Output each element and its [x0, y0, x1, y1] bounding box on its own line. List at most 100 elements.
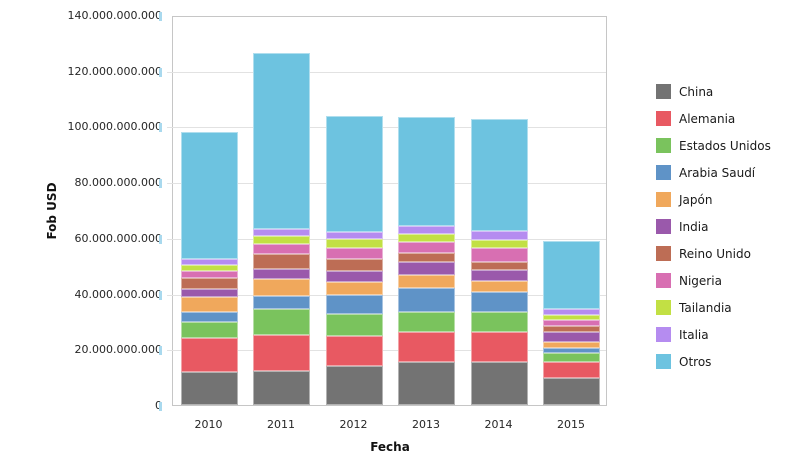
- bar-segment-Japón-2013[interactable]: [398, 274, 456, 289]
- plot-area: [167, 16, 607, 406]
- legend-item-Alemania[interactable]: Alemania: [656, 111, 771, 126]
- bar-segment-Italia-2011[interactable]: [253, 228, 311, 236]
- gridline: [167, 238, 606, 240]
- y-tick-mark: [159, 402, 162, 411]
- x-axis-title: Fecha: [370, 440, 410, 454]
- legend-item-Tailandia[interactable]: Tailandia: [656, 300, 771, 315]
- bar-segment-Arabia Saudí-2011[interactable]: [253, 295, 311, 309]
- bar-segment-Otros-2014[interactable]: [470, 118, 528, 231]
- legend-item-Japón[interactable]: Japón: [656, 192, 771, 207]
- bar-segment-Otros-2013[interactable]: [398, 116, 456, 227]
- y-tick-label: 140.000.000.000: [67, 9, 162, 22]
- bar-segment-Arabia Saudí-2010[interactable]: [180, 311, 238, 323]
- legend-swatch-Estados Unidos: [656, 138, 671, 153]
- bar-segment-India-2012[interactable]: [325, 270, 383, 282]
- gridline: [167, 127, 606, 129]
- legend-item-Nigeria[interactable]: Nigeria: [656, 273, 771, 288]
- bar-segment-Reino Unido-2015[interactable]: [543, 326, 601, 332]
- bar-segment-Tailandia-2010[interactable]: [180, 264, 238, 272]
- bar-segment-Tailandia-2013[interactable]: [398, 233, 456, 242]
- bar-segment-Japón-2011[interactable]: [253, 278, 311, 296]
- y-tick-mark: [159, 346, 162, 356]
- legend-item-Estados Unidos[interactable]: Estados Unidos: [656, 138, 771, 153]
- gridline: [167, 294, 606, 296]
- bar-segment-Nigeria-2013[interactable]: [398, 241, 456, 253]
- bar-segment-Arabia Saudí-2012[interactable]: [325, 294, 383, 314]
- legend-label: Alemania: [679, 111, 736, 126]
- bar-segment-Japón-2015[interactable]: [543, 341, 601, 349]
- bar-segment-India-2010[interactable]: [180, 289, 238, 298]
- bar-segment-Reino Unido-2013[interactable]: [398, 252, 456, 262]
- bar-segment-Otros-2011[interactable]: [253, 52, 311, 229]
- bar-segment-China-2015[interactable]: [543, 378, 601, 405]
- bar-segment-Estados Unidos-2011[interactable]: [253, 308, 311, 335]
- bar-segment-China-2010[interactable]: [180, 371, 238, 405]
- bar-segment-Italia-2012[interactable]: [325, 231, 383, 239]
- bar-segment-China-2012[interactable]: [325, 365, 383, 405]
- bar-segment-Reino Unido-2014[interactable]: [470, 262, 528, 270]
- bar-segment-Alemania-2013[interactable]: [398, 332, 456, 362]
- legend-swatch-Arabia Saudí: [656, 165, 671, 180]
- legend-item-Reino Unido[interactable]: Reino Unido: [656, 246, 771, 261]
- bar-segment-Estados Unidos-2015[interactable]: [543, 352, 601, 363]
- bar-segment-Arabia Saudí-2013[interactable]: [398, 288, 456, 312]
- legend-swatch-Italia: [656, 327, 671, 342]
- bar-segment-Tailandia-2014[interactable]: [470, 239, 528, 249]
- bar-segment-Italia-2013[interactable]: [398, 226, 456, 234]
- bar-segment-Nigeria-2015[interactable]: [543, 319, 601, 327]
- bar-segment-Japón-2010[interactable]: [180, 297, 238, 312]
- bar-segment-Nigeria-2014[interactable]: [470, 248, 528, 263]
- bar-segment-Nigeria-2011[interactable]: [253, 243, 311, 254]
- bar-segment-China-2014[interactable]: [470, 362, 528, 405]
- bar-segment-Japón-2014[interactable]: [470, 280, 528, 292]
- bar-segment-India-2013[interactable]: [398, 261, 456, 275]
- x-tick-label-2010: 2010: [194, 418, 223, 431]
- bar-segment-Alemania-2010[interactable]: [180, 338, 238, 372]
- bar-segment-Arabia Saudí-2015[interactable]: [543, 348, 601, 353]
- legend-swatch-Nigeria: [656, 273, 671, 288]
- bar-segment-Alemania-2011[interactable]: [253, 334, 311, 371]
- bar-segment-Japón-2012[interactable]: [325, 281, 383, 295]
- bar-segment-Italia-2010[interactable]: [180, 259, 238, 265]
- bar-segment-Estados Unidos-2013[interactable]: [398, 311, 456, 333]
- bar-segment-Estados Unidos-2014[interactable]: [470, 311, 528, 333]
- legend-item-Arabia Saudí[interactable]: Arabia Saudí: [656, 165, 771, 180]
- bar-segment-India-2011[interactable]: [253, 268, 311, 279]
- legend-item-China[interactable]: China: [656, 84, 771, 99]
- bar-segment-Reino Unido-2011[interactable]: [253, 253, 311, 269]
- bar-segment-Otros-2015[interactable]: [543, 241, 601, 309]
- bar-segment-China-2011[interactable]: [253, 370, 311, 405]
- legend-item-Italia[interactable]: Italia: [656, 327, 771, 342]
- x-tick-label-2012: 2012: [339, 418, 368, 431]
- bar-segment-Estados Unidos-2010[interactable]: [180, 322, 238, 339]
- bar-segment-Tailandia-2011[interactable]: [253, 235, 311, 244]
- gridline: [167, 71, 606, 73]
- bar-segment-Alemania-2012[interactable]: [325, 335, 383, 366]
- bar-segment-Italia-2014[interactable]: [470, 230, 528, 240]
- bar-segment-Otros-2010[interactable]: [180, 132, 238, 260]
- legend-label: Otros: [679, 354, 712, 369]
- legend-label: India: [679, 219, 709, 234]
- bar-segment-India-2014[interactable]: [470, 269, 528, 281]
- bar-segment-Italia-2015[interactable]: [543, 308, 601, 316]
- bar-segment-Estados Unidos-2012[interactable]: [325, 313, 383, 336]
- legend-item-Otros[interactable]: Otros: [656, 354, 771, 369]
- bar-segment-India-2015[interactable]: [543, 331, 601, 342]
- legend-label: Italia: [679, 327, 709, 342]
- y-tick-mark: [159, 179, 162, 189]
- bar-segment-Reino Unido-2010[interactable]: [180, 277, 238, 290]
- bar-segment-Tailandia-2012[interactable]: [325, 238, 383, 249]
- bar-segment-Arabia Saudí-2014[interactable]: [470, 291, 528, 312]
- bar-segment-Alemania-2014[interactable]: [470, 332, 528, 363]
- bar-segment-Nigeria-2010[interactable]: [180, 271, 238, 278]
- bar-segment-Tailandia-2015[interactable]: [543, 315, 601, 320]
- legend-item-India[interactable]: India: [656, 219, 771, 234]
- bar-segment-Alemania-2015[interactable]: [543, 362, 601, 379]
- bar-segment-Nigeria-2012[interactable]: [325, 248, 383, 260]
- bar-segment-Otros-2012[interactable]: [325, 116, 383, 232]
- bar-segment-China-2013[interactable]: [398, 361, 456, 405]
- y-tick-label: 0: [0, 399, 162, 413]
- bar-segment-Reino Unido-2012[interactable]: [325, 259, 383, 271]
- legend-label: Reino Unido: [679, 246, 751, 261]
